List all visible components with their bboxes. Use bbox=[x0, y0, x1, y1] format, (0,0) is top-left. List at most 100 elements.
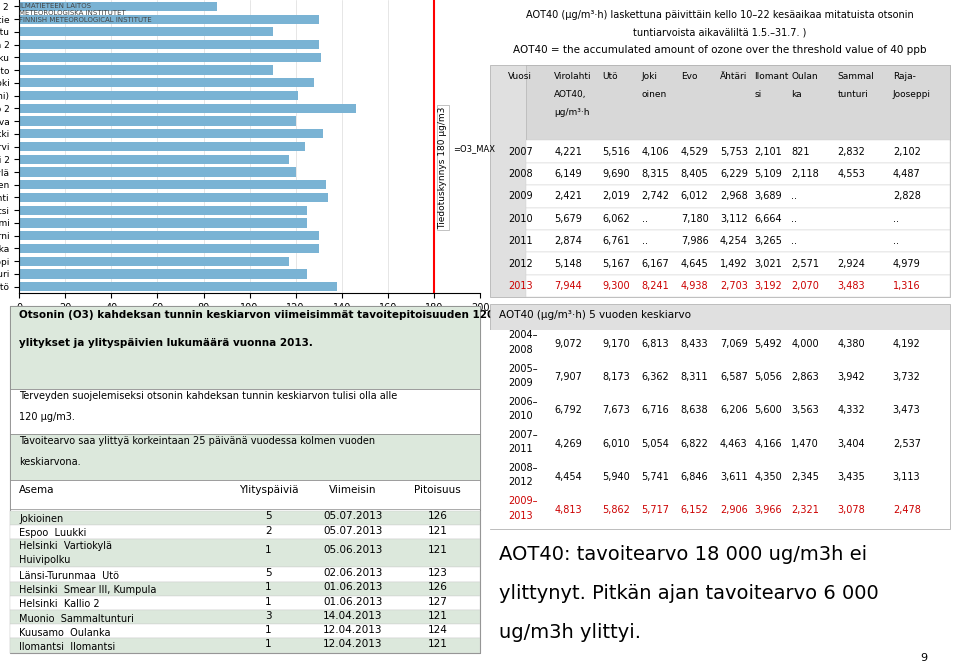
Text: ..: .. bbox=[641, 214, 648, 224]
Text: Asema: Asema bbox=[19, 485, 55, 495]
Bar bbox=[19, 218, 307, 228]
Text: AOT40 = the accumulated amount of ozone over the threshold value of 40 ppb: AOT40 = the accumulated amount of ozone … bbox=[514, 45, 926, 55]
Text: 05.07.2013: 05.07.2013 bbox=[324, 525, 383, 535]
Text: 5: 5 bbox=[265, 511, 272, 521]
Text: 1: 1 bbox=[265, 545, 272, 555]
Text: Huivipolku: Huivipolku bbox=[19, 555, 70, 565]
Text: 1: 1 bbox=[265, 625, 272, 635]
Text: 2008: 2008 bbox=[508, 345, 533, 355]
Text: 6,761: 6,761 bbox=[603, 236, 631, 246]
Text: 2005–: 2005– bbox=[508, 364, 538, 374]
Text: 4,000: 4,000 bbox=[791, 339, 819, 349]
Text: ylitykset ja ylityspäivien lukumäärä vuonna 2013.: ylitykset ja ylityspäivien lukumäärä vuo… bbox=[19, 338, 313, 348]
Text: 121: 121 bbox=[428, 525, 447, 535]
Text: 5,492: 5,492 bbox=[755, 339, 782, 349]
Bar bbox=[526, 185, 950, 208]
Text: 2,101: 2,101 bbox=[755, 147, 782, 157]
Bar bbox=[490, 304, 950, 529]
Text: Joki: Joki bbox=[641, 72, 658, 81]
Bar bbox=[490, 462, 950, 496]
Text: 2,118: 2,118 bbox=[791, 169, 819, 179]
Bar bbox=[19, 40, 319, 49]
Text: 2,345: 2,345 bbox=[791, 472, 819, 482]
Text: 120 µg/m3.: 120 µg/m3. bbox=[19, 412, 75, 422]
Bar bbox=[10, 610, 480, 624]
Text: 5,741: 5,741 bbox=[641, 472, 669, 482]
Bar bbox=[19, 269, 307, 278]
Text: 6,010: 6,010 bbox=[603, 438, 630, 449]
Text: 5,516: 5,516 bbox=[603, 147, 631, 157]
Text: ka: ka bbox=[791, 90, 802, 99]
Text: 5,148: 5,148 bbox=[554, 258, 582, 268]
Text: 3,689: 3,689 bbox=[755, 192, 782, 202]
Text: 8,315: 8,315 bbox=[641, 169, 669, 179]
Bar bbox=[19, 117, 296, 126]
Bar bbox=[490, 65, 950, 297]
Text: Raja-: Raja- bbox=[893, 72, 916, 81]
Text: 5,056: 5,056 bbox=[755, 372, 782, 382]
Bar bbox=[19, 65, 273, 75]
Text: Muonio  Sammaltunturi: Muonio Sammaltunturi bbox=[19, 613, 133, 623]
Text: Helsinki  Kallio 2: Helsinki Kallio 2 bbox=[19, 599, 100, 609]
Text: µg/m³·h: µg/m³·h bbox=[554, 109, 589, 117]
Bar bbox=[10, 306, 480, 390]
Text: 6,152: 6,152 bbox=[681, 505, 708, 515]
Text: 2,924: 2,924 bbox=[837, 258, 865, 268]
Text: 4,463: 4,463 bbox=[720, 438, 748, 449]
Text: 1,470: 1,470 bbox=[791, 438, 819, 449]
Text: 2004–: 2004– bbox=[508, 330, 538, 340]
Text: 1: 1 bbox=[265, 597, 272, 607]
Text: 8,173: 8,173 bbox=[603, 372, 631, 382]
Text: Vuosi: Vuosi bbox=[508, 72, 532, 81]
Text: 2,321: 2,321 bbox=[791, 505, 819, 515]
Text: 124: 124 bbox=[428, 625, 447, 635]
Text: 4,269: 4,269 bbox=[554, 438, 582, 449]
Text: Evo: Evo bbox=[681, 72, 697, 81]
Bar bbox=[10, 581, 480, 596]
Bar bbox=[19, 91, 298, 100]
Text: 2,968: 2,968 bbox=[720, 192, 748, 202]
Text: 6,206: 6,206 bbox=[720, 406, 748, 416]
Text: 01.06.2013: 01.06.2013 bbox=[324, 597, 383, 607]
Text: 3,113: 3,113 bbox=[893, 472, 921, 482]
Text: 127: 127 bbox=[428, 597, 447, 607]
Text: 4,254: 4,254 bbox=[720, 236, 748, 246]
Text: 4,529: 4,529 bbox=[681, 147, 708, 157]
Bar bbox=[19, 206, 307, 215]
Bar bbox=[19, 78, 314, 87]
Text: 9,072: 9,072 bbox=[554, 339, 582, 349]
Text: AOT40,: AOT40, bbox=[554, 90, 587, 99]
Text: oinen: oinen bbox=[641, 90, 667, 99]
Text: Ilomantsi  Ilomantsi: Ilomantsi Ilomantsi bbox=[19, 642, 115, 652]
Text: 5,717: 5,717 bbox=[641, 505, 670, 515]
Bar bbox=[19, 2, 217, 11]
Bar bbox=[19, 142, 305, 151]
Text: 5,600: 5,600 bbox=[755, 406, 782, 416]
Text: ILMATIETEEN LAITOS
METEOROLOGISKA INSTITUTET
FINNISH METEOROLOGICAL INSTITUTE: ILMATIETEEN LAITOS METEOROLOGISKA INSTIT… bbox=[19, 3, 152, 23]
Text: Tiedotuskynnys 180 µg/m3: Tiedotuskynnys 180 µg/m3 bbox=[439, 107, 447, 228]
Text: 3,966: 3,966 bbox=[755, 505, 782, 515]
Text: 12.04.2013: 12.04.2013 bbox=[324, 625, 383, 635]
Text: 4,221: 4,221 bbox=[554, 147, 582, 157]
Bar bbox=[19, 231, 319, 240]
Bar bbox=[10, 434, 480, 480]
Text: 2009–: 2009– bbox=[508, 496, 538, 506]
Text: 3,483: 3,483 bbox=[837, 281, 865, 291]
Text: 2007: 2007 bbox=[508, 147, 533, 157]
Bar bbox=[490, 363, 950, 396]
Text: 6,062: 6,062 bbox=[603, 214, 631, 224]
Text: 2,070: 2,070 bbox=[791, 281, 819, 291]
Text: 2011: 2011 bbox=[508, 236, 533, 246]
Bar bbox=[526, 208, 950, 230]
Text: ug/m3h ylittyi.: ug/m3h ylittyi. bbox=[499, 623, 641, 643]
Text: 2,828: 2,828 bbox=[893, 192, 921, 202]
Text: Pitoisuus: Pitoisuus bbox=[415, 485, 461, 495]
Text: 1: 1 bbox=[265, 582, 272, 592]
Text: 4,192: 4,192 bbox=[893, 339, 921, 349]
Text: 2006–: 2006– bbox=[508, 397, 538, 407]
Text: 2007–: 2007– bbox=[508, 430, 538, 440]
Text: 126: 126 bbox=[428, 511, 447, 521]
Text: 9,300: 9,300 bbox=[603, 281, 630, 291]
Text: ..: .. bbox=[893, 214, 899, 224]
Text: 9: 9 bbox=[921, 653, 927, 663]
